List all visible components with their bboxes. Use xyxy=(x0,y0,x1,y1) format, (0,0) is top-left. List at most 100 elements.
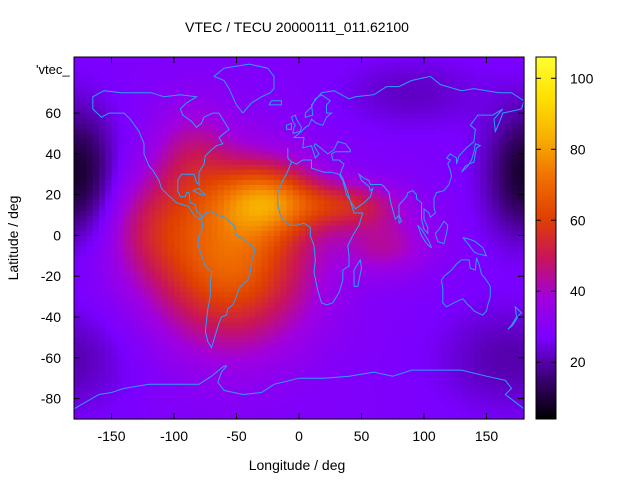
heatmap-cell xyxy=(286,266,294,272)
heatmap-cell xyxy=(249,362,256,369)
heatmap-cell xyxy=(317,92,325,99)
heatmap-cell xyxy=(399,97,406,104)
heatmap-cell xyxy=(217,296,225,303)
heatmap-cell xyxy=(292,317,300,323)
heatmap-cell xyxy=(80,317,88,323)
heatmap-cell xyxy=(380,235,388,242)
heatmap-cell xyxy=(274,215,281,221)
heatmap-cell xyxy=(99,72,106,78)
heatmap-cell xyxy=(211,87,219,94)
heatmap-cell xyxy=(424,291,431,298)
heatmap-cell xyxy=(111,301,119,308)
heatmap-cell xyxy=(117,164,125,170)
heatmap-cell xyxy=(342,97,350,104)
heatmap-cell xyxy=(161,408,169,415)
heatmap-cell xyxy=(236,332,244,339)
heatmap-cell xyxy=(436,408,444,415)
heatmap-cell xyxy=(167,368,175,374)
heatmap-cell xyxy=(330,317,338,323)
heatmap-cell xyxy=(424,342,431,349)
heatmap-cell xyxy=(80,118,88,124)
heatmap-cell xyxy=(442,245,450,252)
heatmap-cell xyxy=(336,143,344,150)
heatmap-cell xyxy=(474,235,481,242)
heatmap-cell xyxy=(161,296,169,303)
heatmap-cell xyxy=(280,92,288,99)
heatmap-cell xyxy=(117,388,125,395)
heatmap-cell xyxy=(455,138,463,145)
heatmap-cell xyxy=(92,327,100,333)
heatmap-cell xyxy=(217,184,225,191)
heatmap-cell xyxy=(386,199,394,206)
heatmap-cell xyxy=(224,378,231,384)
heatmap-cell xyxy=(386,189,394,196)
heatmap-cell xyxy=(86,220,94,226)
heatmap-cell xyxy=(180,342,188,349)
heatmap-cell xyxy=(267,352,275,359)
heatmap-cell xyxy=(92,164,100,170)
heatmap-cell xyxy=(249,408,256,415)
heatmap-cell xyxy=(436,332,444,339)
heatmap-cell xyxy=(486,92,494,99)
heatmap-cell xyxy=(236,230,244,237)
heatmap-cell xyxy=(517,67,525,73)
heatmap-cell xyxy=(474,67,481,73)
heatmap-cell xyxy=(442,291,450,298)
heatmap-cell xyxy=(436,245,444,252)
heatmap-cell xyxy=(480,403,488,410)
heatmap-cell xyxy=(461,153,469,160)
heatmap-cell xyxy=(274,260,281,267)
heatmap-cell xyxy=(205,199,213,206)
heatmap-cell xyxy=(374,77,381,84)
heatmap-cell xyxy=(355,378,363,384)
heatmap-cell xyxy=(342,352,350,359)
heatmap-cell xyxy=(142,368,150,374)
heatmap-cell xyxy=(480,158,488,165)
heatmap-cell xyxy=(442,255,450,262)
heatmap-cell xyxy=(467,189,475,196)
heatmap-cell xyxy=(505,383,513,390)
heatmap-cell xyxy=(242,194,250,201)
heatmap-cell xyxy=(467,271,475,277)
heatmap-cell xyxy=(149,245,156,252)
heatmap-cell xyxy=(317,240,325,247)
heatmap-cell xyxy=(174,225,181,231)
heatmap-cell xyxy=(136,184,144,191)
heatmap-cell xyxy=(424,169,431,175)
heatmap-cell xyxy=(480,148,488,155)
heatmap-cell xyxy=(255,413,263,420)
heatmap-cell xyxy=(174,322,181,328)
heatmap-cell xyxy=(467,255,475,262)
heatmap-cell xyxy=(492,413,500,420)
heatmap-cell xyxy=(455,184,463,191)
heatmap-cell xyxy=(430,337,438,344)
heatmap-cell xyxy=(111,245,119,252)
heatmap-cell xyxy=(155,327,163,333)
heatmap-cell xyxy=(299,77,306,84)
heatmap-cell xyxy=(211,317,219,323)
heatmap-cell xyxy=(286,82,294,89)
heatmap-cell xyxy=(349,215,356,221)
heatmap-cell xyxy=(230,296,238,303)
heatmap-cell xyxy=(192,368,200,374)
heatmap-cell xyxy=(492,138,500,145)
heatmap-cell xyxy=(186,77,194,84)
heatmap-cell xyxy=(349,403,356,410)
heatmap-cell xyxy=(242,184,250,191)
heatmap-cell xyxy=(299,67,306,73)
heatmap-cell xyxy=(111,107,119,114)
heatmap-cell xyxy=(99,413,106,420)
heatmap-cell xyxy=(330,322,338,328)
heatmap-cell xyxy=(474,398,481,405)
heatmap-cell xyxy=(330,388,338,395)
heatmap-cell xyxy=(399,118,406,124)
heatmap-cell xyxy=(361,179,369,186)
heatmap-cell xyxy=(311,133,319,140)
heatmap-cell xyxy=(292,362,300,369)
heatmap-cell xyxy=(467,378,475,384)
heatmap-cell xyxy=(417,255,425,262)
heatmap-cell xyxy=(180,169,188,175)
heatmap-cell xyxy=(430,352,438,359)
heatmap-cell xyxy=(99,123,106,129)
heatmap-cell xyxy=(380,352,388,359)
